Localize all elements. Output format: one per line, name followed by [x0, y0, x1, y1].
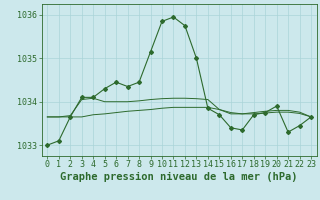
X-axis label: Graphe pression niveau de la mer (hPa): Graphe pression niveau de la mer (hPa)	[60, 172, 298, 182]
